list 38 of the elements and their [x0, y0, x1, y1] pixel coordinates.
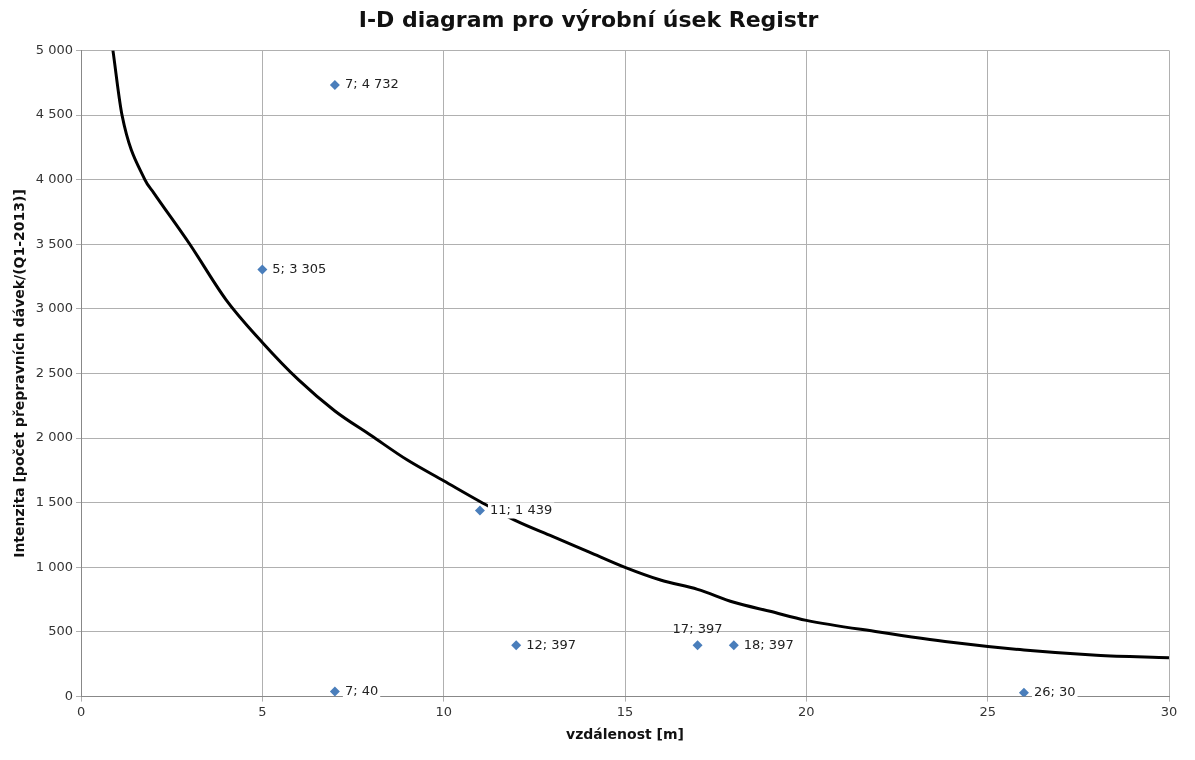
- point: [257, 264, 268, 275]
- y-tick-label: 5 000: [35, 41, 74, 57]
- x-tick-label: 10: [435, 703, 452, 719]
- y-tick-label: 1 500: [35, 494, 74, 510]
- point: [329, 80, 340, 91]
- data-label: 26; 30: [1033, 684, 1076, 700]
- point: [728, 640, 739, 651]
- point: [511, 640, 522, 651]
- data-label: 17; 397: [672, 620, 723, 636]
- line-series: [111, 50, 1169, 660]
- y-tick-label: 4 000: [35, 171, 74, 187]
- y-tick-label: 0: [64, 687, 74, 703]
- point: [329, 686, 340, 697]
- point: [474, 505, 485, 516]
- data-label: 7; 4 732: [344, 76, 399, 92]
- x-tick-label: 5: [258, 703, 267, 719]
- y-tick-label: 3 500: [35, 235, 74, 251]
- x-tick-label: 30: [1160, 703, 1178, 719]
- y-tick-label: 500: [48, 623, 74, 639]
- y-axis-title: Intenzita [počet přepravních dávek/(Q1-2013)]: [11, 189, 28, 558]
- y-tick-label: 1 000: [35, 558, 74, 574]
- x-tick-label: 25: [979, 703, 996, 719]
- x-tick-label: 0: [76, 703, 86, 719]
- x-tick-label: 20: [798, 703, 815, 719]
- x-tick-label: 15: [616, 703, 634, 719]
- data-label: 12; 397: [526, 636, 577, 652]
- data-label: 18; 397: [743, 636, 794, 652]
- y-tick-label: 2 500: [35, 364, 74, 380]
- x-axis-title: vzdálenost [m]: [566, 726, 684, 743]
- y-tick-label: 3 000: [35, 300, 74, 316]
- y-tick-label: 4 500: [35, 106, 74, 122]
- data-label: 5; 3 305: [272, 260, 327, 276]
- y-tick-label: 2 000: [35, 429, 74, 445]
- chart-title: I-D diagram pro výrobní úsek Registr: [358, 6, 819, 32]
- point: [692, 640, 703, 651]
- data-label: 11; 1 439: [489, 502, 553, 517]
- point: [1018, 687, 1029, 697]
- data-label: 7; 40: [344, 682, 379, 698]
